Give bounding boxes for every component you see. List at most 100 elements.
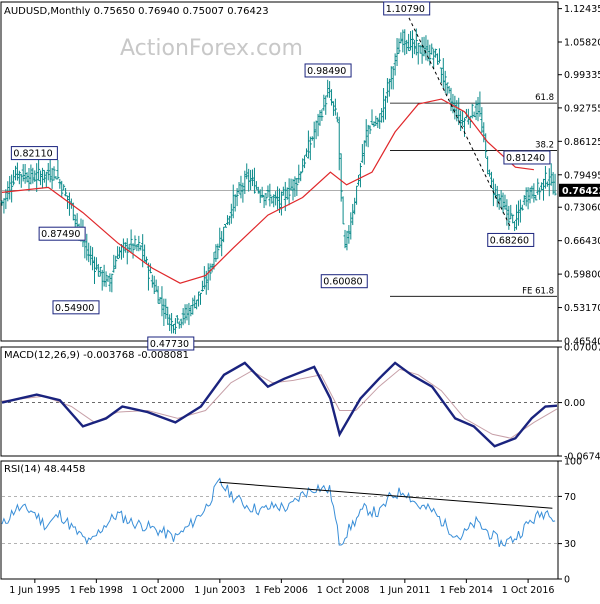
ohlc-bar [526,187,530,210]
ohlc-bar [437,48,441,64]
ohlc-bar [436,53,440,65]
ohlc-bar [520,204,524,211]
ohlc-bar [330,89,334,106]
ohlc-bar [326,79,330,98]
ohlc-bar [249,169,253,191]
ohlc-bar [172,324,176,334]
ohlc-bar [58,178,62,189]
swing-label-text: 0.98490 [307,66,346,77]
ohlc-bar [345,230,349,251]
ohlc-bar [154,279,158,292]
ohlc-bar [553,173,557,196]
ohlc-bar [306,130,310,159]
ohlc-bar [21,164,25,182]
ohlc-bar [62,184,66,191]
price-panel-title: AUDUSD,Monthly 0.75650 0.76940 0.75007 0… [4,6,269,17]
ohlc-bar [391,66,395,90]
ohlc-bar [312,121,316,148]
ohlc-bar [66,195,70,210]
ohlc-bar [412,39,416,55]
ohlc-bar [106,275,110,283]
ohlc-bar [407,33,411,52]
ohlc-bar [268,183,272,207]
ohlc-bar [281,186,285,196]
ohlc-bar [303,155,307,169]
ohlc-bar [420,37,424,64]
ohlc-bar [104,271,108,288]
last-price-text: 0.76423 [562,186,600,197]
ohlc-bar [395,38,399,67]
macd-axis-label: 0.00 [564,398,585,409]
ohlc-bar [133,235,137,250]
ohlc-bar [515,204,519,230]
ohlc-bar [331,101,335,116]
ohlc-bar [131,243,135,259]
ohlc-bar [401,29,405,53]
rsi-trendline [219,481,553,509]
ohlc-bar [445,82,449,96]
ohlc-bar [266,185,270,198]
ohlc-bar [301,158,305,173]
swing-label-text: 0.68260 [490,235,529,246]
watermark: ActionForex.com [120,36,303,61]
ohlc-bar [264,192,268,206]
ohlc-bar [89,245,93,266]
x-axis-label: 1 Jun 2003 [194,585,245,596]
ohlc-bar [42,169,46,183]
swing-label-box [10,146,58,161]
rsi-panel-title: RSI(14) 48.4458 [4,464,85,475]
ohlc-bar [358,163,362,188]
ohlc-bar [308,136,312,161]
ohlc-bar [274,191,278,206]
ohlc-bar [239,175,243,199]
ohlc-bar [439,67,443,84]
rsi-axis-label: 100 [564,457,582,468]
ohlc-bar [96,263,100,277]
ohlc-bar [40,167,44,189]
ohlc-bar [403,29,407,56]
panel-frame-rsi [0,460,559,580]
ohlc-bar [380,107,384,123]
ohlc-bar [112,254,116,273]
ohlc-bar [513,221,517,232]
ohlc-bar [430,43,434,55]
swing-label: 0.60080 [320,274,368,289]
ohlc-bar [486,156,490,175]
ohlc-bar [355,185,359,205]
panel-frame-macd [0,346,559,457]
ohlc-bar [322,94,326,111]
ohlc-bar [434,48,438,58]
ohlc-bar [33,170,37,182]
ohlc-bar [23,163,27,184]
ohlc-bar [389,66,393,90]
ohlc-bar [46,163,50,181]
macd-line [1,361,558,448]
ohlc-bar [270,196,274,204]
ohlc-bar [85,233,89,261]
ohlc-bar [299,171,303,182]
ohlc-bar [472,111,476,118]
ohlc-bar [145,256,149,265]
ohlc-bar [143,244,147,262]
panel-frame-price [0,1,559,342]
ohlc-bar [210,263,214,273]
ohlc-bar [368,125,372,135]
ohlc-bar [503,194,507,210]
ohlc-bar [35,163,39,192]
ohlc-bar [162,298,166,326]
price-axis-label: 0.73060 [564,203,600,214]
ohlc-bar [324,95,328,115]
ohlc-bar [459,110,463,132]
rsi-line [1,477,556,548]
ohlc-bar [538,187,542,200]
ohlc-bar [507,205,511,230]
ohlc-bar [318,110,322,126]
ohlc-bar [341,196,345,225]
ohlc-bar [474,100,478,121]
ohlc-bar [183,304,187,324]
ohlc-bar [297,164,301,184]
ohlc-bar [335,112,339,123]
ohlc-bar [152,275,156,295]
